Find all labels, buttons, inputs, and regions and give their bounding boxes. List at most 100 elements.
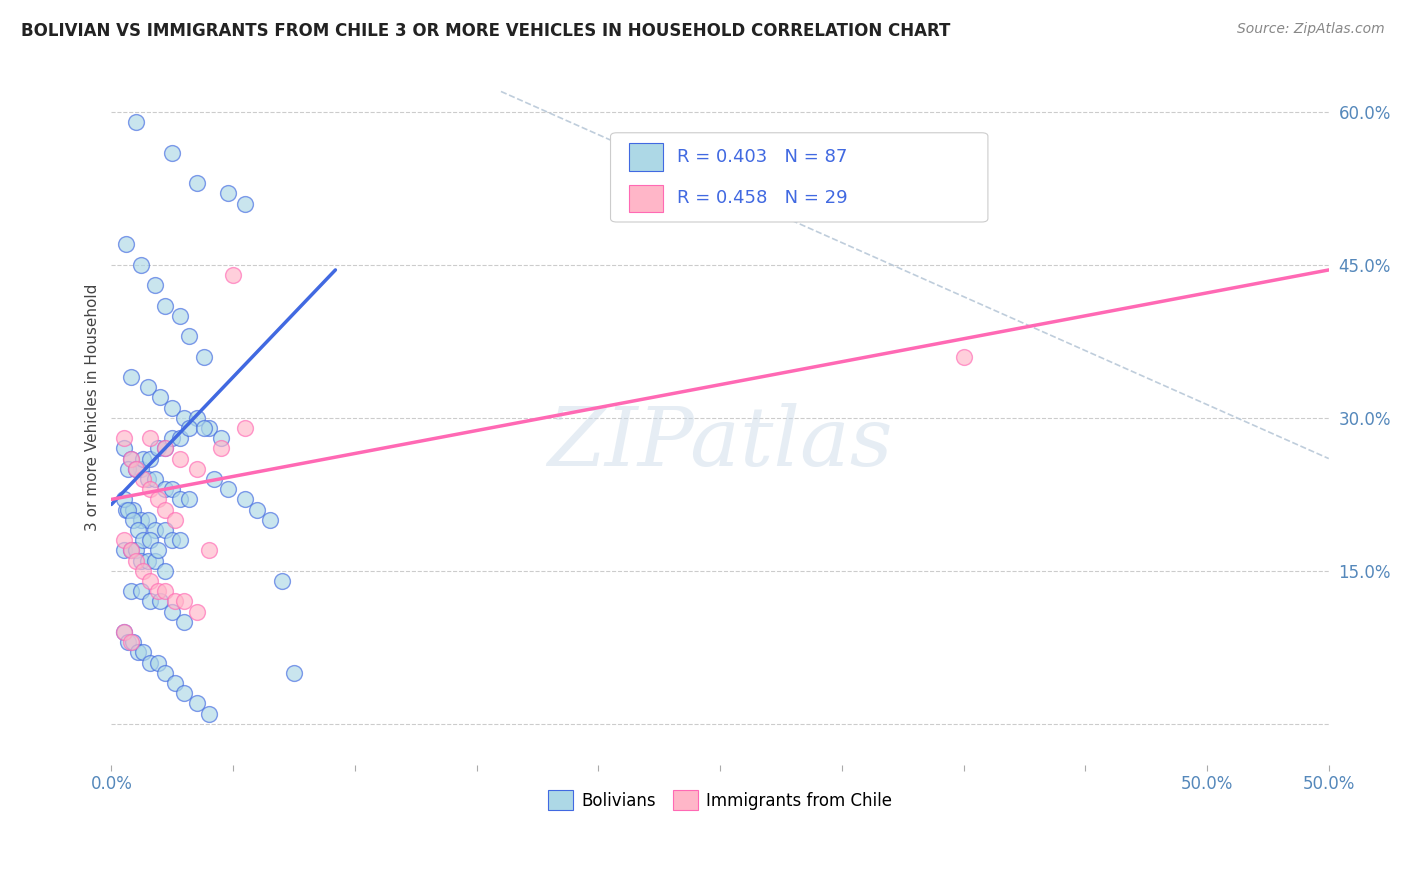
Point (186, 605, 208, 619)
Point (209, 442, 232, 456)
Point (115, 237, 138, 252)
Point (149, 391, 172, 405)
Point (132, 451, 155, 466)
Point (193, 350, 215, 364)
Text: R = 0.403   N = 87: R = 0.403 N = 87 (678, 148, 848, 166)
Point (153, 584, 176, 599)
Point (139, 533, 162, 548)
Point (132, 533, 155, 548)
Point (136, 553, 159, 567)
Point (129, 258, 152, 272)
Point (146, 492, 169, 507)
Point (259, 513, 281, 527)
Point (202, 472, 225, 486)
Point (125, 462, 148, 476)
FancyBboxPatch shape (628, 185, 662, 212)
Point (153, 523, 176, 537)
Point (129, 462, 152, 476)
Point (173, 615, 195, 629)
Point (162, 533, 184, 548)
Point (169, 431, 191, 445)
Point (120, 543, 142, 558)
Point (120, 370, 142, 384)
Point (173, 410, 195, 425)
Point (112, 533, 135, 548)
Point (173, 686, 195, 700)
Point (153, 564, 176, 578)
Point (136, 472, 159, 486)
Point (120, 584, 142, 599)
Point (209, 431, 232, 445)
Point (179, 329, 201, 343)
Point (153, 482, 176, 496)
Point (163, 594, 186, 608)
Point (139, 574, 162, 588)
Point (146, 656, 169, 670)
Point (132, 564, 155, 578)
Point (125, 543, 148, 558)
Point (125, 553, 148, 567)
Point (163, 513, 186, 527)
Point (162, 401, 184, 415)
FancyBboxPatch shape (628, 144, 662, 170)
Point (139, 482, 162, 496)
Text: R = 0.458   N = 29: R = 0.458 N = 29 (678, 189, 848, 208)
Point (153, 442, 176, 456)
Point (162, 145, 184, 160)
Point (217, 186, 239, 201)
Point (169, 492, 191, 507)
Point (120, 451, 142, 466)
Point (139, 656, 162, 670)
Point (186, 462, 208, 476)
Point (186, 176, 208, 190)
Point (193, 421, 215, 435)
Point (169, 533, 191, 548)
Point (198, 706, 221, 721)
Point (149, 594, 172, 608)
Point (132, 472, 155, 486)
FancyBboxPatch shape (610, 133, 988, 222)
Point (127, 645, 149, 659)
Point (179, 492, 201, 507)
Point (233, 196, 256, 211)
Point (112, 624, 135, 639)
Point (129, 584, 152, 599)
Point (233, 421, 256, 435)
Point (173, 594, 195, 608)
Point (169, 309, 191, 323)
Point (186, 410, 208, 425)
Point (117, 462, 139, 476)
Point (132, 645, 155, 659)
Point (122, 635, 145, 649)
Point (127, 523, 149, 537)
Text: BOLIVIAN VS IMMIGRANTS FROM CHILE 3 OR MORE VEHICLES IN HOUSEHOLD CORRELATION CH: BOLIVIAN VS IMMIGRANTS FROM CHILE 3 OR M… (21, 22, 950, 40)
Point (153, 299, 176, 313)
Point (186, 696, 208, 710)
Point (146, 442, 169, 456)
Point (952, 350, 974, 364)
Point (270, 574, 292, 588)
Point (233, 492, 256, 507)
Point (136, 513, 159, 527)
Point (112, 431, 135, 445)
Point (129, 513, 152, 527)
Point (122, 502, 145, 516)
Point (117, 502, 139, 516)
Point (217, 482, 239, 496)
Point (143, 553, 166, 567)
Point (153, 442, 176, 456)
Point (117, 635, 139, 649)
Point (153, 665, 176, 680)
Point (246, 502, 269, 516)
Y-axis label: 3 or more Vehicles in Household: 3 or more Vehicles in Household (86, 284, 100, 532)
Point (129, 553, 152, 567)
Point (139, 431, 162, 445)
Point (125, 115, 148, 129)
Point (120, 635, 142, 649)
Point (136, 380, 159, 394)
Point (120, 543, 142, 558)
Point (115, 502, 138, 516)
Point (143, 523, 166, 537)
Point (112, 442, 135, 456)
Point (139, 451, 162, 466)
